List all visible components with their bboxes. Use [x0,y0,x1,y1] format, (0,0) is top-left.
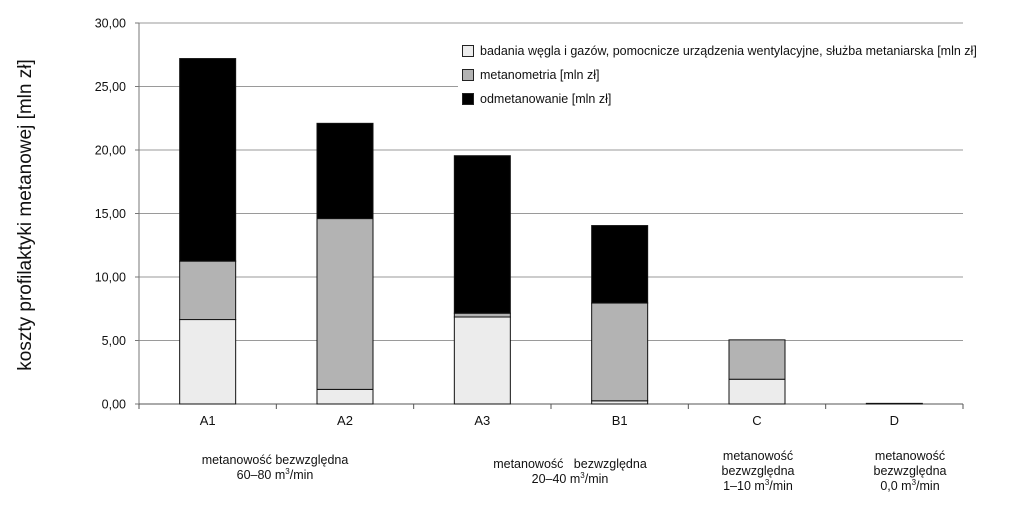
legend-swatch-odmetanowanie [462,93,474,105]
legend-item-metanometria: metanometria [mln zł] [462,63,977,87]
legend-label-metanometria: metanometria [mln zł] [480,68,600,82]
group-label-0-line2: 0,0 m3/min [880,477,940,493]
group-label-20-40-line2: 20–40 m3/min [531,470,609,486]
group-label-0-line1: metanowość [874,449,946,463]
bar-A3-series-0 [453,316,511,405]
bar-A1-series-0 [179,319,237,405]
y-tick-label: 10,00 [95,271,126,285]
bar-B1-series-2 [591,225,649,304]
y-tick-label: 15,00 [95,207,126,221]
bar-C-series-1 [728,339,786,380]
x-tick-label-B1: B1 [612,413,628,428]
bar-A2-series-2 [316,122,374,220]
bar-D-series-0 [865,402,923,405]
group-label-60-80: metanowość bezwzględna 60–80 m3/min [170,453,380,483]
bar-A3-series-1 [453,312,511,318]
bar-A1-series-1 [179,260,237,321]
x-tick-label-A2: A2 [337,413,353,428]
group-label-1-10: metanowość bezwzględna 1–10 m3/min [698,449,818,494]
x-tick-label-A1: A1 [200,413,216,428]
bar-C-series-0 [728,378,786,405]
y-axis-label: koszty profilaktyki metanowej [mln zł] [15,59,36,371]
y-tick-label: 30,00 [95,17,126,31]
x-tick-label-A3: A3 [474,413,490,428]
group-label-1-10-line1b: bezwzględna [721,464,795,478]
group-label-0: metanowość bezwzględna 0,0 m3/min [850,449,970,494]
legend-swatch-metanometria [462,69,474,81]
group-label-1-10-line2: 1–10 m3/min [723,477,793,493]
bar-A1-series-2 [179,58,237,262]
group-label-20-40: metanowość bezwzględna 20–40 m3/min [460,457,680,487]
group-label-1-10-line1: metanowość [722,449,794,463]
legend: badania węgla i gazów, pomocnicze urządz… [458,37,981,113]
legend-label-odmetanowanie: odmetanowanie [mln zł] [480,92,612,106]
bar-A3-series-2 [453,155,511,314]
bar-A2-series-0 [316,388,374,405]
x-tick-label-D: D [890,413,899,428]
legend-item-odmetanowanie: odmetanowanie [mln zł] [462,87,977,111]
legend-label-badania: badania węgla i gazów, pomocnicze urządz… [480,44,977,58]
legend-swatch-badania [462,45,474,57]
y-tick-label: 20,00 [95,144,126,158]
group-label-60-80-line1: metanowość bezwzględna [201,453,349,467]
legend-item-badania: badania węgla i gazów, pomocnicze urządz… [462,39,977,63]
group-label-60-80-line2: 60–80 m3/min [236,466,314,482]
x-tick-label-C: C [752,413,761,428]
group-label-0-line1b: bezwzględna [873,464,947,478]
bar-A2-series-1 [316,218,374,390]
y-tick-label: 0,00 [102,398,126,412]
group-label-20-40-line1: metanowość bezwzględna [493,457,647,471]
y-tick-label: 25,00 [95,80,126,94]
y-tick-label: 5,00 [102,334,126,348]
bar-B1-series-1 [591,302,649,402]
